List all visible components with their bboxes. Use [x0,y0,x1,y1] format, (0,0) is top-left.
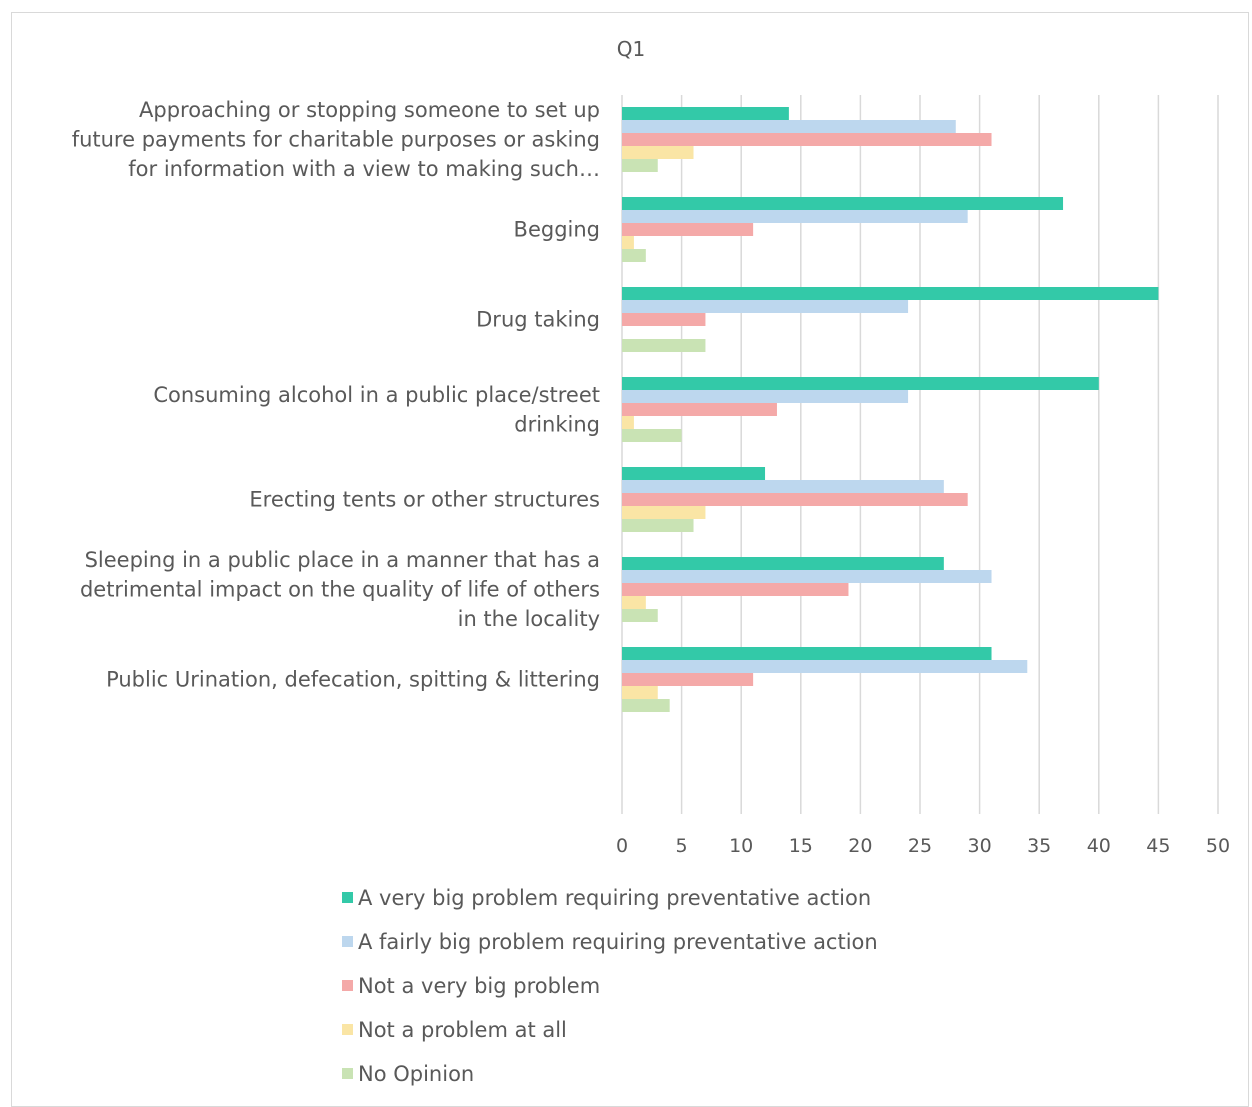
x-tick-label: 50 [1206,835,1230,857]
bar [622,467,766,480]
bar [622,390,909,403]
bar [622,313,706,326]
bar [622,223,754,236]
bar [622,596,646,609]
category-label-line: Public Urination, defecation, spitting &… [106,668,600,692]
bar [622,210,968,223]
x-tick-label: 5 [676,835,688,857]
x-tick-label: 45 [1146,835,1170,857]
bar [622,429,682,442]
legend-swatch [342,1068,353,1079]
bar [622,403,777,416]
bar [622,686,658,699]
category-label: Erecting tents or other structures [249,488,600,512]
legend-label: Not a very big problem [358,974,600,998]
category-label: Begging [514,218,600,242]
bar [622,647,992,660]
x-tick-label: 0 [616,835,628,857]
x-tick-label: 20 [848,835,872,857]
bar [622,120,956,133]
category-label-line: Drug taking [476,308,600,332]
category-label-line: Begging [514,218,600,242]
bar [622,570,992,583]
category-label: Consuming alcohol in a public place/stre… [153,383,600,437]
category-label-line: Consuming alcohol in a public place/stre… [153,383,600,407]
bar [622,339,706,352]
category-label: Sleeping in a public place in a manner t… [80,548,600,631]
bar [622,506,706,519]
x-tick-label: 15 [789,835,813,857]
category-label-line: for information with a view to making su… [128,157,600,181]
category-label-line: Erecting tents or other structures [249,488,600,512]
legend-label: Not a problem at all [358,1018,567,1042]
legend-swatch [342,936,353,947]
bar [622,699,670,712]
category-label-line: Sleeping in a public place in a manner t… [85,548,600,572]
category-label-line: detrimental impact on the quality of lif… [80,578,600,602]
category-labels: Approaching or stopping someone to set u… [72,98,600,692]
x-tick-label: 40 [1087,835,1111,857]
legend-swatch [342,980,353,991]
bar [622,583,849,596]
bar [622,197,1064,210]
category-label-line: drinking [514,412,600,436]
bar [622,287,1159,300]
category-label: Public Urination, defecation, spitting &… [106,668,600,692]
bar [622,660,1028,673]
chart-title: Q1 [617,37,645,61]
legend: A very big problem requiring preventativ… [342,886,878,1086]
bar [622,557,944,570]
bar [622,416,634,429]
x-tick-label: 35 [1027,835,1051,857]
bar [622,300,909,313]
bar [622,493,968,506]
bar [622,146,694,159]
category-label: Approaching or stopping someone to set u… [72,98,600,181]
x-tick-label: 25 [908,835,932,857]
legend-label: A fairly big problem requiring preventat… [358,930,878,954]
bar [622,249,646,262]
bar [622,673,754,686]
category-label: Drug taking [476,308,600,332]
legend-swatch [342,892,353,903]
bar [622,107,789,120]
bar [622,519,694,532]
category-label-line: Approaching or stopping someone to set u… [139,98,600,122]
category-label-line: in the locality [458,607,600,631]
category-label-line: future payments for charitable purposes … [72,128,600,152]
bars [622,107,1159,712]
x-tick-label: 10 [729,835,753,857]
legend-label: A very big problem requiring preventativ… [358,886,871,910]
x-axis-ticks: 0 5 10 15 20 25 30 35 40 45 50 [616,835,1230,857]
legend-label: No Opinion [358,1062,474,1086]
bar [622,133,992,146]
legend-swatch [342,1024,353,1035]
x-tick-label: 30 [968,835,992,857]
bar [622,159,658,172]
bar [622,609,658,622]
bar [622,377,1099,390]
bar [622,236,634,249]
bar [622,480,944,493]
